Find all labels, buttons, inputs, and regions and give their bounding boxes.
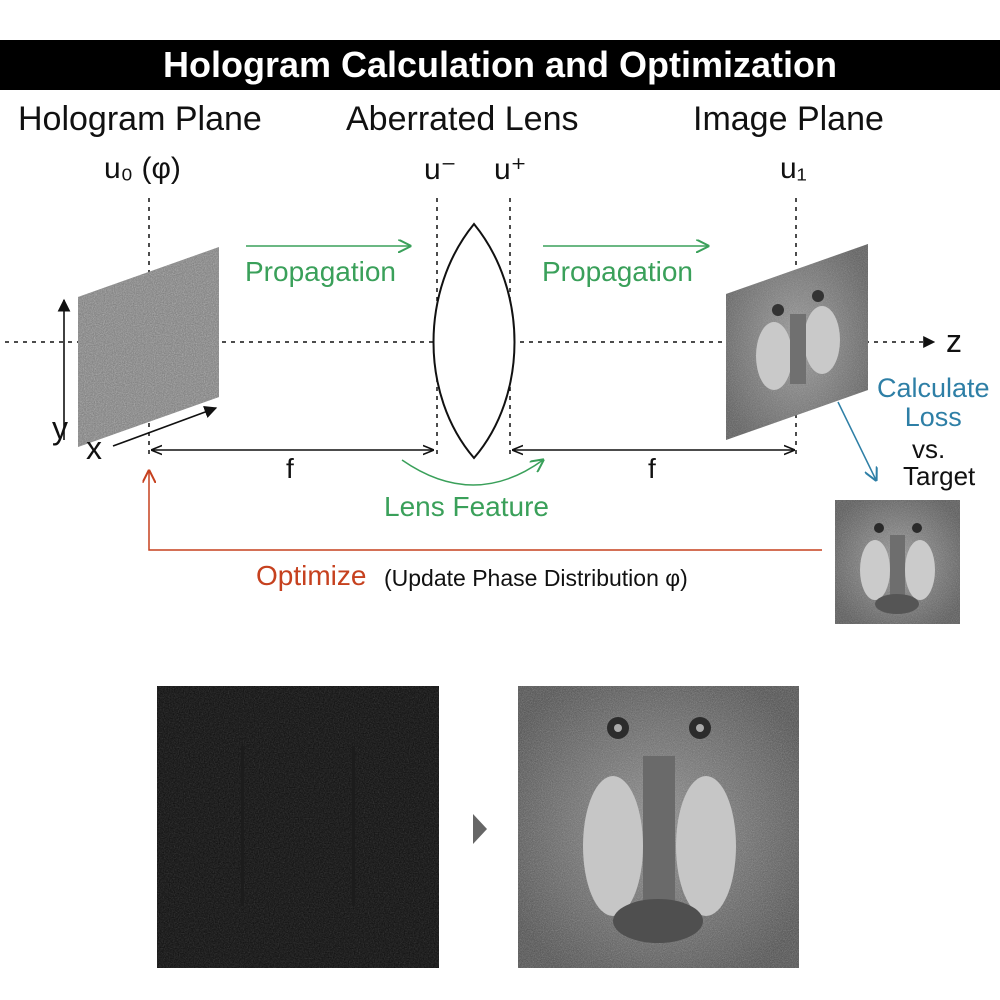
hologram-noise (78, 247, 219, 447)
result-arrow-icon (473, 814, 487, 844)
symbol-u-minus: u⁻ (424, 153, 457, 186)
z-axis-label: z (946, 323, 962, 359)
optimize-label: Optimize (256, 560, 367, 591)
focal-label-right: f (648, 453, 656, 484)
target-photo (835, 500, 960, 624)
vs-label: vs. (912, 434, 946, 464)
loss-arrow (837, 401, 876, 480)
symbol-u1: u₁ (780, 152, 807, 185)
symbol-u-plus: u⁺ (494, 153, 527, 186)
focal-label-left: f (286, 453, 294, 484)
reconstructed-image (518, 686, 799, 968)
header-image-plane: Image Plane (693, 100, 884, 138)
propagation-label-right: Propagation (542, 256, 694, 287)
propagation-label-left: Propagation (245, 256, 397, 287)
header-hologram-plane: Hologram Plane (18, 100, 262, 138)
optimize-detail-label: (Update Phase Distribution φ) (384, 565, 688, 591)
lens-feature-label: Lens Feature (384, 491, 549, 522)
x-axis-arrow (112, 405, 218, 447)
target-label: Target (903, 461, 976, 491)
image-plane-photo (726, 244, 868, 440)
header-aberrated-lens: Aberrated Lens (346, 100, 579, 138)
optimize-loop-arrow (149, 471, 822, 551)
page-title: Hologram Calculation and Optimization (162, 44, 838, 85)
y-axis-label: y (52, 410, 68, 446)
calculate-loss-label: Calculate Loss (877, 373, 990, 432)
hologram-result-image (157, 686, 439, 968)
lens-feature-arrow (401, 460, 543, 486)
symbol-u0: u₀ (φ) (104, 152, 181, 185)
lens-shape (432, 222, 516, 460)
x-axis-label: x (86, 430, 102, 466)
title-bar: Hologram Calculation and Optimization (0, 40, 1000, 90)
